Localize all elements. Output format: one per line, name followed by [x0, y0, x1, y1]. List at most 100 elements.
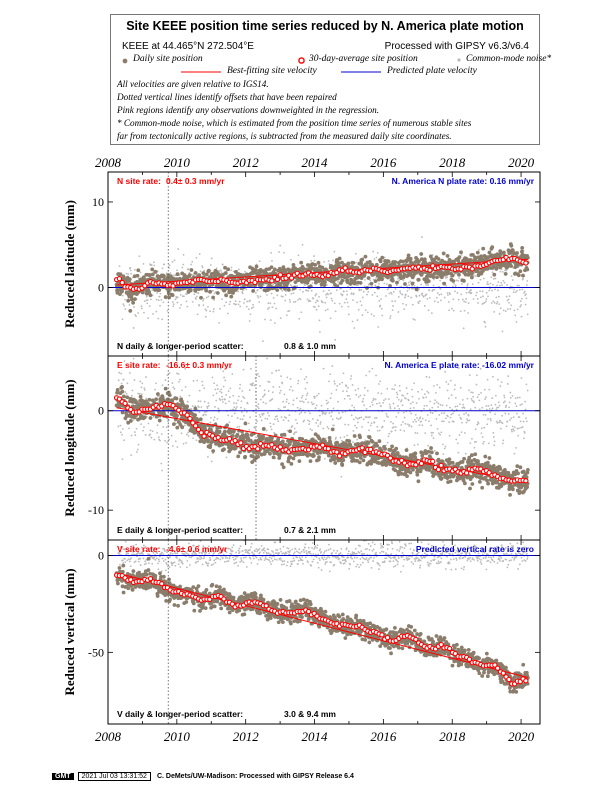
- daily-point: [259, 284, 264, 289]
- noise-point: [425, 375, 428, 378]
- daily-point: [388, 283, 392, 288]
- daily-point: [395, 451, 400, 455]
- noise-point: [310, 289, 313, 292]
- noise-point: [473, 274, 475, 277]
- noise-point: [443, 447, 446, 450]
- noise-point: [463, 300, 465, 303]
- daily-point: [245, 433, 250, 437]
- noise-point: [303, 378, 306, 381]
- noise-point: [510, 304, 513, 307]
- noise-point: [462, 327, 465, 330]
- noise-point: [383, 399, 385, 402]
- noise-point: [479, 278, 482, 281]
- daily-point: [358, 281, 363, 285]
- noise-point: [385, 283, 388, 286]
- noise-point: [477, 302, 480, 304]
- noise-point: [491, 407, 494, 410]
- daily-point: [125, 395, 130, 400]
- noise-point: [169, 272, 172, 274]
- noise-point: [297, 254, 300, 257]
- noise-point: [362, 418, 365, 421]
- noise-point: [350, 375, 353, 377]
- noise-point: [398, 384, 401, 387]
- noise-point: [204, 315, 207, 318]
- daily-point: [224, 293, 228, 298]
- noise-point: [492, 375, 494, 378]
- noise-point: [387, 435, 390, 438]
- noise-point: [465, 412, 468, 414]
- noise-point: [414, 431, 417, 434]
- noise-point: [391, 300, 394, 303]
- daily-point: [254, 264, 259, 269]
- noise-point: [499, 284, 501, 287]
- daily-point: [308, 459, 313, 464]
- noise-point: [143, 389, 146, 391]
- noise-point: [374, 285, 377, 288]
- noise-point: [491, 397, 494, 399]
- noise-point: [197, 406, 200, 408]
- daily-point: [383, 446, 387, 451]
- daily-point: [229, 294, 234, 299]
- noise-point: [117, 379, 120, 382]
- noise-point: [356, 438, 358, 441]
- noise-point: [496, 422, 499, 424]
- daily-point: [243, 421, 248, 426]
- daily-point: [426, 449, 431, 454]
- noise-point: [431, 412, 434, 415]
- daily-point: [345, 280, 350, 285]
- noise-point: [485, 298, 488, 300]
- noise-point: [399, 290, 401, 293]
- noise-point: [490, 419, 492, 422]
- daily-point: [404, 448, 409, 453]
- noise-point: [184, 386, 187, 388]
- daily-point: [175, 272, 180, 277]
- noise-point: [445, 381, 448, 383]
- daily-point: [120, 385, 124, 389]
- noise-point: [449, 379, 452, 382]
- noise-point: [425, 283, 427, 286]
- daily-point: [390, 444, 394, 449]
- noise-point: [482, 295, 484, 298]
- noise-point: [272, 283, 275, 286]
- noise-point: [249, 299, 251, 302]
- noise-point: [221, 395, 223, 398]
- noise-point: [420, 283, 423, 286]
- noise-point: [153, 264, 156, 267]
- noise-point: [412, 406, 415, 409]
- noise-point: [425, 293, 428, 296]
- noise-point: [460, 293, 463, 296]
- noise-point: [433, 385, 435, 387]
- noise-point: [372, 250, 375, 253]
- noise-point: [508, 295, 511, 297]
- daily-point: [120, 389, 125, 394]
- noise-point: [335, 417, 338, 420]
- daily-point: [261, 434, 266, 439]
- daily-point: [336, 261, 341, 266]
- noise-point: [185, 300, 188, 303]
- noise-point: [518, 427, 520, 430]
- daily-point: [272, 267, 277, 272]
- noise-point: [526, 280, 529, 282]
- noise-point: [209, 421, 212, 424]
- noise-point: [226, 312, 229, 315]
- noise-point: [228, 396, 231, 398]
- noise-point: [150, 264, 153, 266]
- noise-point: [523, 290, 526, 293]
- noise-point: [503, 281, 506, 284]
- noise-point: [400, 399, 403, 401]
- noise-point: [196, 313, 199, 316]
- noise-point: [232, 394, 235, 397]
- noise-point: [266, 308, 269, 310]
- daily-point: [204, 288, 209, 293]
- noise-point: [162, 301, 165, 304]
- noise-point: [215, 392, 218, 395]
- noise-point: [140, 393, 143, 396]
- noise-point: [314, 306, 316, 308]
- noise-point: [256, 420, 259, 423]
- noise-point: [501, 422, 504, 425]
- noise-point: [145, 397, 148, 400]
- noise-point: [198, 304, 201, 307]
- noise-point: [404, 397, 407, 400]
- daily-point: [340, 463, 345, 467]
- noise-point: [501, 414, 503, 417]
